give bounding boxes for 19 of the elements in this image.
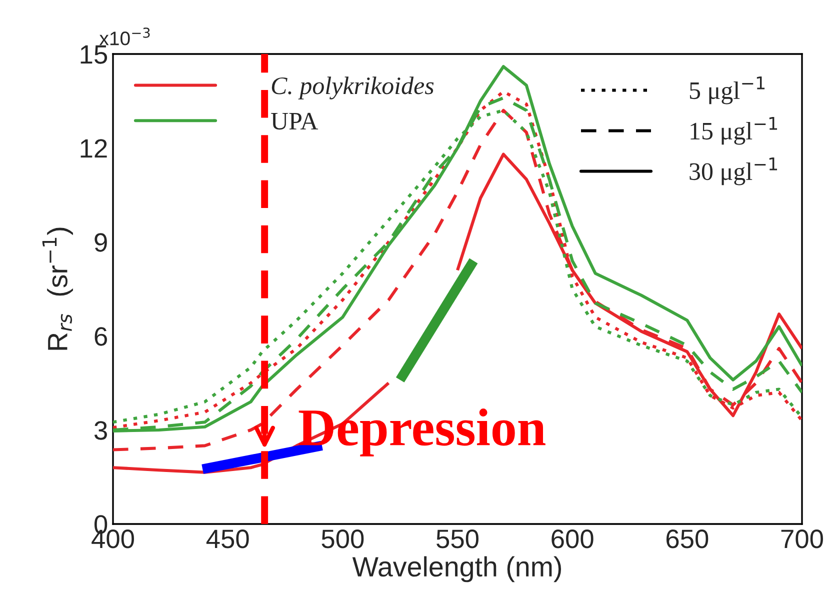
y-axis-title: R$_{rs}$ (sr$^{−1}$)	[42, 228, 73, 350]
annotation: C. polykrikoides	[272, 76, 434, 100]
x-tick-label: 450	[206, 530, 249, 548]
annotation: 15 μgl$^{−1}$	[690, 117, 778, 145]
x-tick-label: 700	[781, 530, 823, 548]
x-tick-label: 650	[666, 530, 708, 548]
text: x10$^{−3}$	[99, 28, 150, 46]
x-tick-label: 500	[322, 530, 364, 548]
y-tick-label: 15	[80, 45, 108, 64]
annotation: 30 μgl$^{−1}$	[690, 158, 778, 186]
x-tick-label: 550	[436, 530, 478, 548]
annotation: UPA	[271, 112, 318, 130]
annotation: 5 μgl$^{−1}$	[690, 76, 765, 104]
y-tick-label: 6	[94, 327, 107, 346]
y-tick-label: 12	[80, 139, 107, 158]
y-tick-label: 3	[94, 421, 107, 440]
y-tick-label: 9	[94, 233, 107, 252]
x-tick-label: 600	[552, 530, 594, 548]
x-axis-title: Wavelength (nm)	[352, 556, 562, 582]
